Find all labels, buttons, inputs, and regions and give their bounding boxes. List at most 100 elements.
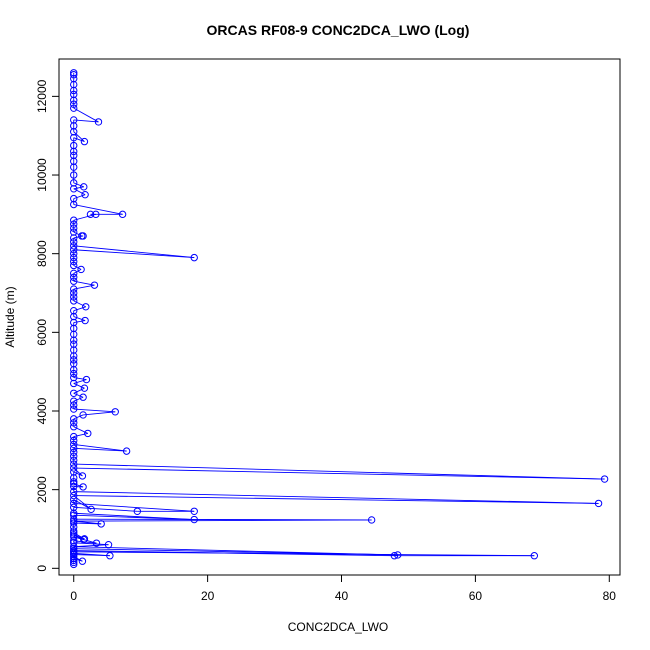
data-point [80,535,89,543]
series-segment [73,544,109,548]
data-point [70,289,78,297]
data-point [79,393,87,401]
data-point [190,253,198,262]
series-segment [73,467,605,480]
data-point [80,535,88,544]
x-tick-label: 40 [335,589,349,603]
series-segment [73,131,85,142]
data-point [70,336,78,344]
series-segment [73,514,195,520]
data-point [70,531,78,539]
data-point [70,482,78,491]
data-point [70,86,78,95]
data-point [94,118,103,126]
data-point [82,303,90,311]
data-point [92,210,100,219]
series-segment [73,408,116,413]
data-point [594,499,603,508]
data-point [70,116,78,124]
series-segment [73,300,86,308]
data-point [70,515,78,523]
data-point [70,405,78,413]
data-point [70,74,78,83]
data-point [82,375,91,384]
data-point [70,151,78,160]
series-segment [73,491,599,504]
data-point [70,307,78,315]
data-point [81,316,89,325]
data-point [70,444,78,453]
y-axis-label: Altitude (m) [3,286,17,347]
data-point [70,533,78,541]
data-point [70,96,78,104]
data-point [70,432,78,441]
data-point [70,436,78,445]
data-point [70,324,78,333]
data-point [70,185,78,193]
data-point [70,90,78,99]
data-point [394,551,402,559]
data-point [70,495,78,504]
series-segment [73,137,85,143]
data-point [70,397,78,405]
series-segment [73,551,535,557]
data-point [70,487,78,496]
series-segment [73,392,84,398]
data-point [70,346,78,354]
series-segment [83,411,116,416]
data-point [81,190,89,199]
data-point [70,133,78,142]
data-point [79,411,87,419]
data-point [70,318,78,327]
data-point [70,468,78,476]
data-point [70,523,78,531]
data-point [86,210,95,219]
data-point [390,552,399,560]
data-point [70,71,78,79]
series-segment [73,522,102,525]
x-tick-label: 60 [469,589,483,603]
data-point [70,352,78,360]
series-segment [73,320,86,323]
data-point [70,537,78,545]
data-point [70,503,78,512]
data-point [70,554,78,563]
data-point [77,265,85,274]
data-point [70,366,78,374]
data-point [70,517,78,525]
series-segment [73,502,195,512]
series-segment [73,204,123,215]
series-segment [73,554,110,557]
y-axis: 0 2000 4000 6000 8000 10000 12000 [35,79,60,572]
data-point [70,499,78,508]
data-point [70,550,78,559]
series-segment [73,245,195,259]
data-point [118,210,127,219]
data-point [70,478,78,486]
data-point [530,552,539,560]
series-segment [73,107,99,123]
data-point [70,171,78,179]
data-point [70,448,78,456]
data-point [70,273,78,281]
data-point [70,560,78,569]
data-point [70,558,78,567]
data-point [70,269,78,278]
data-point [70,141,78,150]
series-segment [73,377,87,380]
series-segment [73,188,86,196]
data-point [70,246,78,254]
data-point [70,419,78,427]
data-point [97,520,105,528]
data-point [70,242,78,250]
y-tick-label: 0 [35,565,49,572]
data-point [70,415,78,423]
data-point [70,511,78,519]
data-point [70,527,78,535]
data-point [106,552,114,560]
data-point [70,423,78,431]
data-point [111,408,119,416]
data-point [70,104,78,112]
